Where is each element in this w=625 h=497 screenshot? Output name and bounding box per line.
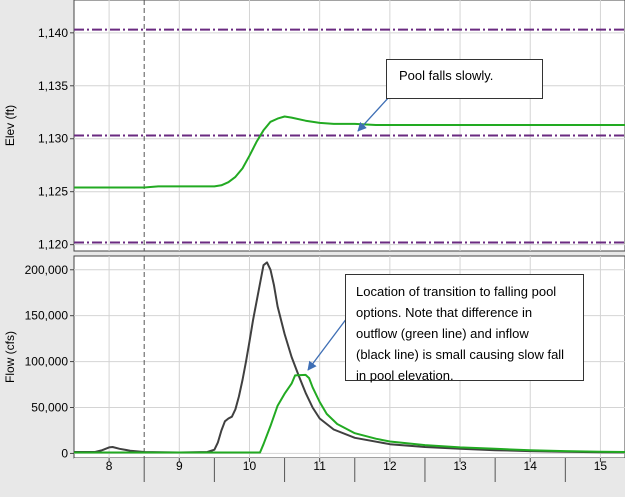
- flow-series-line-1: [74, 373, 625, 454]
- elev-y-tick-label: 1,130: [38, 132, 68, 146]
- elev-y-tick-label: 1,135: [38, 79, 68, 93]
- x-axis: 8 9 10 11 12 13 14 15: [74, 458, 625, 492]
- elevation-panel: 1,120 1,125 1,130 1,135 1,140 Elev (ft): [3, 0, 625, 252]
- x-tick-label: 10: [243, 459, 257, 473]
- x-tick-label: 8: [106, 459, 113, 473]
- flow-y-tick-label: 0: [61, 446, 68, 460]
- callout-pool-falls-text: Pool falls slowly.: [399, 68, 494, 83]
- flow-y-axis-label: Flow (cfs): [3, 331, 17, 383]
- x-tick-label: 14: [524, 459, 538, 473]
- x-tick-label: 13: [453, 459, 467, 473]
- x-tick-label: 11: [313, 459, 326, 473]
- flow-y-tick-label: 50,000: [31, 401, 68, 415]
- elev-y-tick-label: 1,125: [38, 185, 68, 199]
- callout-transition-line: outflow (green line) and inflow: [356, 326, 529, 341]
- callout-pool-falls: Pool falls slowly.: [386, 59, 543, 99]
- annotation-arrows: [307, 95, 391, 371]
- callout-transition-line: options. Note that difference in: [356, 305, 533, 320]
- flow-y-tick-label: 200,000: [25, 263, 69, 277]
- arrow-pool-falls: [357, 95, 391, 132]
- elev-y-axis-label: Elev (ft): [3, 105, 17, 146]
- callout-transition-line: Location of transition to falling pool: [356, 284, 557, 299]
- callout-transition-line: (black line) is small causing slow fall: [356, 347, 565, 362]
- x-tick-label: 12: [383, 459, 397, 473]
- callout-transition-line: in pool elevation.: [356, 368, 454, 383]
- x-axis-strip: [74, 458, 625, 492]
- flow-y-tick-label: 100,000: [25, 355, 69, 369]
- x-tick-label: 15: [594, 459, 608, 473]
- elev-y-tick-label: 1,140: [38, 26, 68, 40]
- x-tick-label: 9: [176, 459, 183, 473]
- callout-transition: Location of transition to falling pool o…: [345, 274, 584, 383]
- elev-series-line-0: [74, 115, 625, 189]
- elev-y-tick-label: 1,120: [38, 238, 68, 252]
- arrow-transition: [307, 317, 348, 371]
- flow-y-tick-label: 150,000: [25, 309, 69, 323]
